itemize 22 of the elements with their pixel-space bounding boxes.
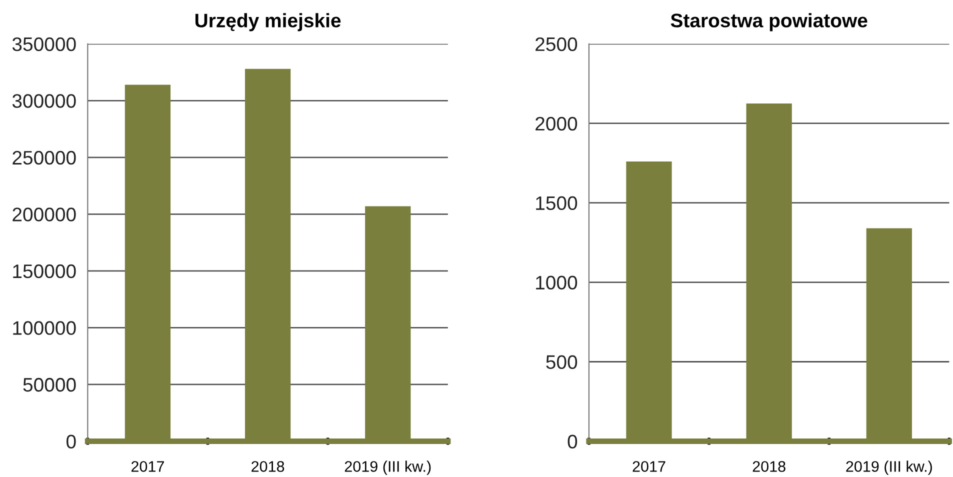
y-tick-label: 50000 [23, 378, 76, 392]
y-tick-label: 0 [66, 434, 76, 448]
chart-title: Urzędy miejskie [195, 13, 341, 32]
x-tick-label: 2017 [131, 461, 164, 472]
y-tick-label: 350000 [12, 37, 76, 52]
x-tick-label: 2017 [632, 461, 666, 472]
y-tick-label: 150000 [13, 264, 76, 278]
y-tick-label: 500 [546, 355, 578, 369]
y-tick-label: 300000 [12, 94, 76, 108]
x-tick-label: 2019 (III kw.) [344, 460, 431, 475]
y-tick-label: 0 [568, 434, 578, 448]
x-tick-label: 2019 (III kw.) [846, 460, 932, 475]
y-tick-label: 200000 [12, 208, 76, 222]
y-tick-label: 100000 [13, 321, 76, 335]
chart-title: Starostwa powiatowe [670, 13, 868, 32]
x-tick-label: 2018 [252, 461, 284, 472]
y-tick-label: 1000 [536, 276, 578, 290]
y-tick-label: 2500 [536, 37, 578, 52]
x-tick-label: 2018 [752, 461, 786, 472]
y-tick-label: 2000 [536, 116, 578, 131]
y-tick-label: 1500 [536, 196, 578, 210]
y-tick-label: 250000 [12, 150, 76, 165]
